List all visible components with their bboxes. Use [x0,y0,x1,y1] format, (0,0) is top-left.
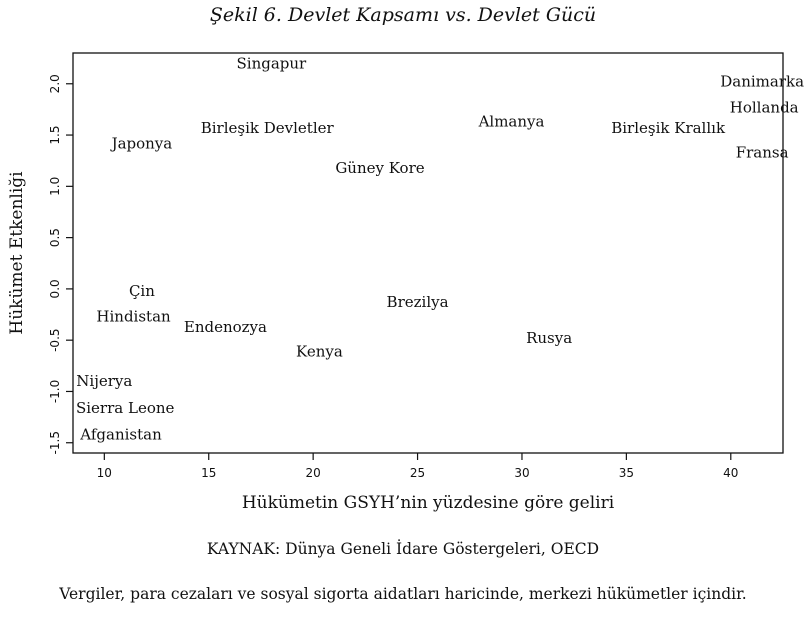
point-label: Birleşik Devletler [201,119,335,137]
source-note: KAYNAK: Dünya Geneli İdare Göstergeleri,… [206,540,600,558]
point-label: Japonya [110,134,173,152]
x-tick-label: 30 [514,466,529,480]
footnote: Vergiler, para cezaları ve sosyal sigort… [59,585,747,603]
y-tick-label: 0.5 [48,228,62,247]
point-label: Fransa [736,143,789,161]
x-tick-label: 25 [410,466,425,480]
x-tick-label: 20 [306,466,321,480]
x-axis: 10 15 20 25 30 35 40 [97,453,738,480]
point-label: Rusya [526,329,572,347]
point-label: Hindistan [96,308,171,326]
x-axis-label: Hükümetin GSYH’nin yüzdesine göre geliri [242,493,615,513]
y-tick-label: -0.5 [48,328,62,351]
point-label: Kenya [296,342,343,360]
plot-frame [72,52,784,454]
x-tick-label: 40 [723,466,738,480]
y-tick-label: -1.5 [48,431,62,454]
point-label: Nijerya [76,372,132,390]
point-label: Hollanda [730,98,799,116]
y-tick-label: 1.5 [48,126,62,145]
point-label: Danimarka [720,73,804,91]
x-tick-label: 10 [97,466,112,480]
point-label: Çin [129,282,155,300]
point-label: Brezilya [387,293,449,311]
y-tick-label: -1.0 [48,380,62,403]
point-label: Afganistan [79,426,162,444]
x-tick-label: 35 [619,466,634,480]
point-label: Güney Kore [335,159,424,177]
point-label: Endenozya [184,318,267,336]
point-label: Sierra Leone [76,399,175,417]
y-tick-label: 2.0 [48,74,62,93]
scatter-chart: 10 15 20 25 30 35 40 -1.5 -1.0 -0.5 0.0 0.5 1.0 1.5 2… [7,52,804,513]
point-label: Almanya [478,113,545,131]
point-label: Singapur [237,54,308,72]
point-labels: Singapur Danimarka Hollanda Almanya Birleşik… [76,54,804,443]
x-tick-label: 15 [201,466,216,480]
y-axis-label: Hükümet Etkenliği [7,171,27,335]
point-label: Birleşik Krallık [611,119,726,137]
y-tick-label: 0.0 [48,279,62,298]
y-tick-label: 1.0 [48,177,62,196]
figure-title: Şekil 6. Devlet Kapsamı vs. Devlet Gücü [209,4,597,26]
y-axis: -1.5 -1.0 -0.5 0.0 0.5 1.0 1.5 2.0 [48,74,73,454]
